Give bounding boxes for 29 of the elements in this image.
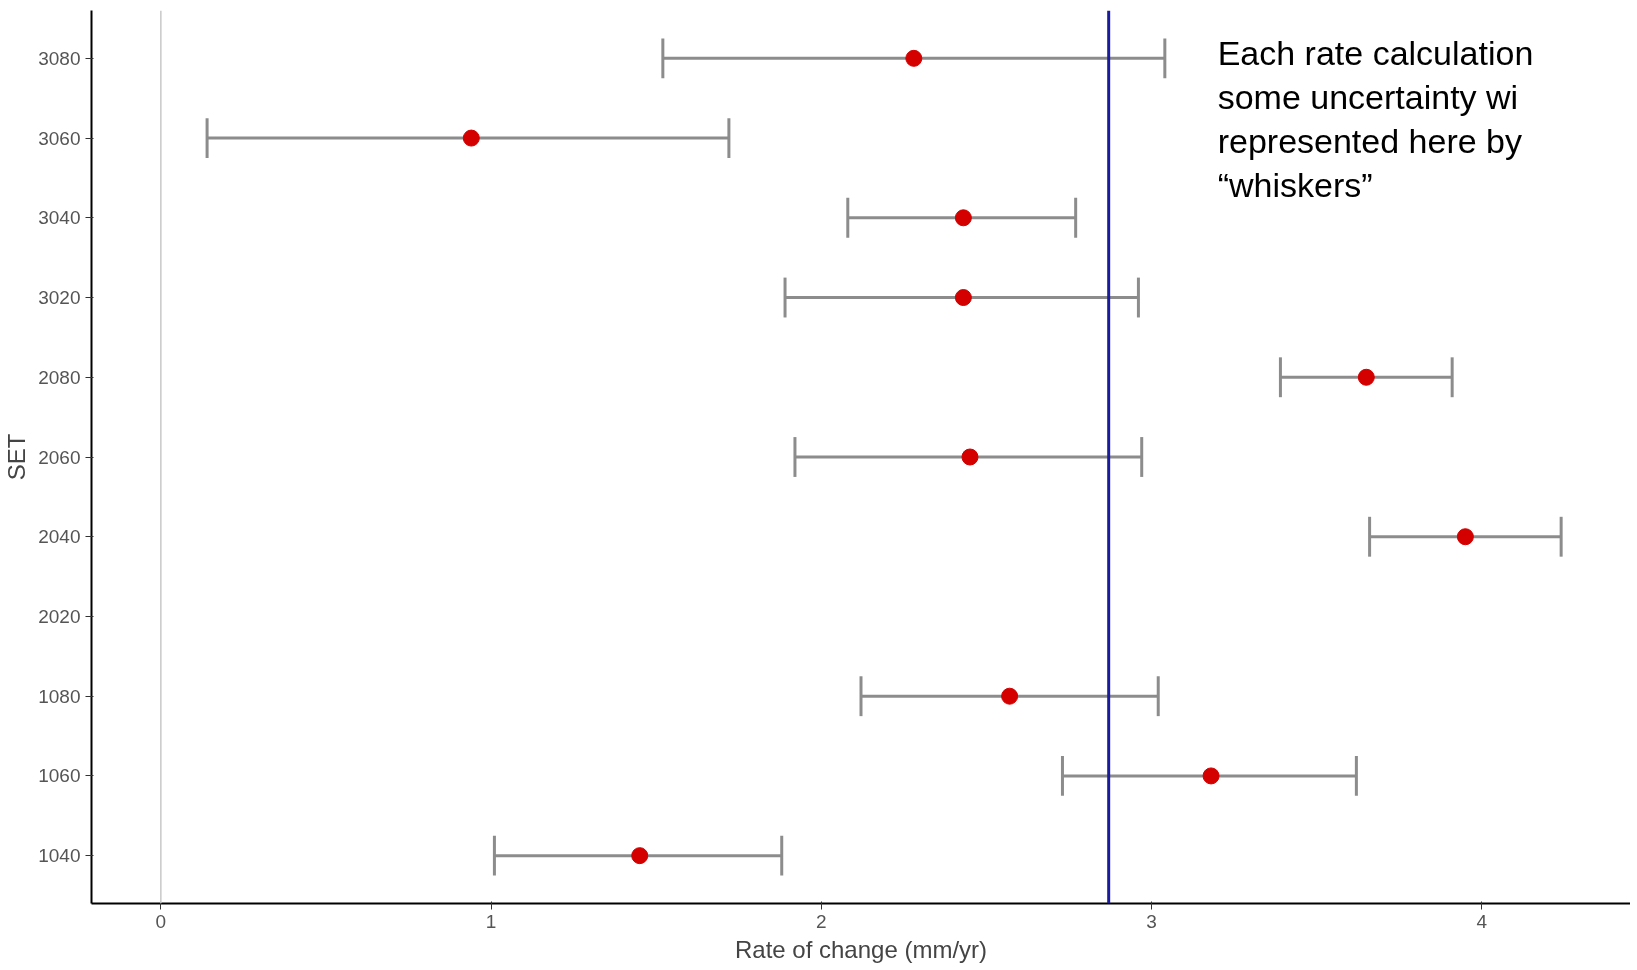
y-tick-label: 1060 (38, 765, 81, 787)
y-tick-label: 3060 (38, 127, 81, 149)
y-tick-label: 2060 (38, 446, 81, 468)
x-tick-label: 3 (1146, 910, 1157, 932)
x-tick-label: 1 (485, 910, 497, 932)
annotation: Each rate calculation some uncertainty wi represented here by “whiskers” (1217, 34, 1534, 204)
point (1456, 528, 1474, 546)
point (954, 209, 972, 227)
y-tick-label: 2080 (38, 366, 81, 388)
y-tick-label: 2040 (38, 526, 81, 548)
y-tick-label: 3040 (38, 207, 81, 229)
y-tick-label: 1080 (38, 685, 81, 707)
point (905, 49, 923, 67)
x-tick-label: 2 (816, 910, 827, 932)
y-tick-label: 2020 (38, 605, 81, 627)
y-tick-label: 1040 (38, 845, 81, 867)
point (954, 289, 972, 307)
y-tick-label: 3080 (38, 47, 81, 69)
x-tick-label: 0 (155, 910, 167, 932)
point (1001, 687, 1019, 705)
point (462, 129, 480, 147)
point (1357, 368, 1375, 386)
point (961, 448, 979, 466)
y-tick-label: 3020 (38, 287, 81, 309)
x-axis-title: Rate of change (mm/yr) (734, 935, 988, 963)
point (1202, 767, 1220, 785)
y-axis-title: SET (3, 433, 31, 481)
x-tick-label: 4 (1476, 910, 1488, 932)
point (631, 847, 649, 865)
